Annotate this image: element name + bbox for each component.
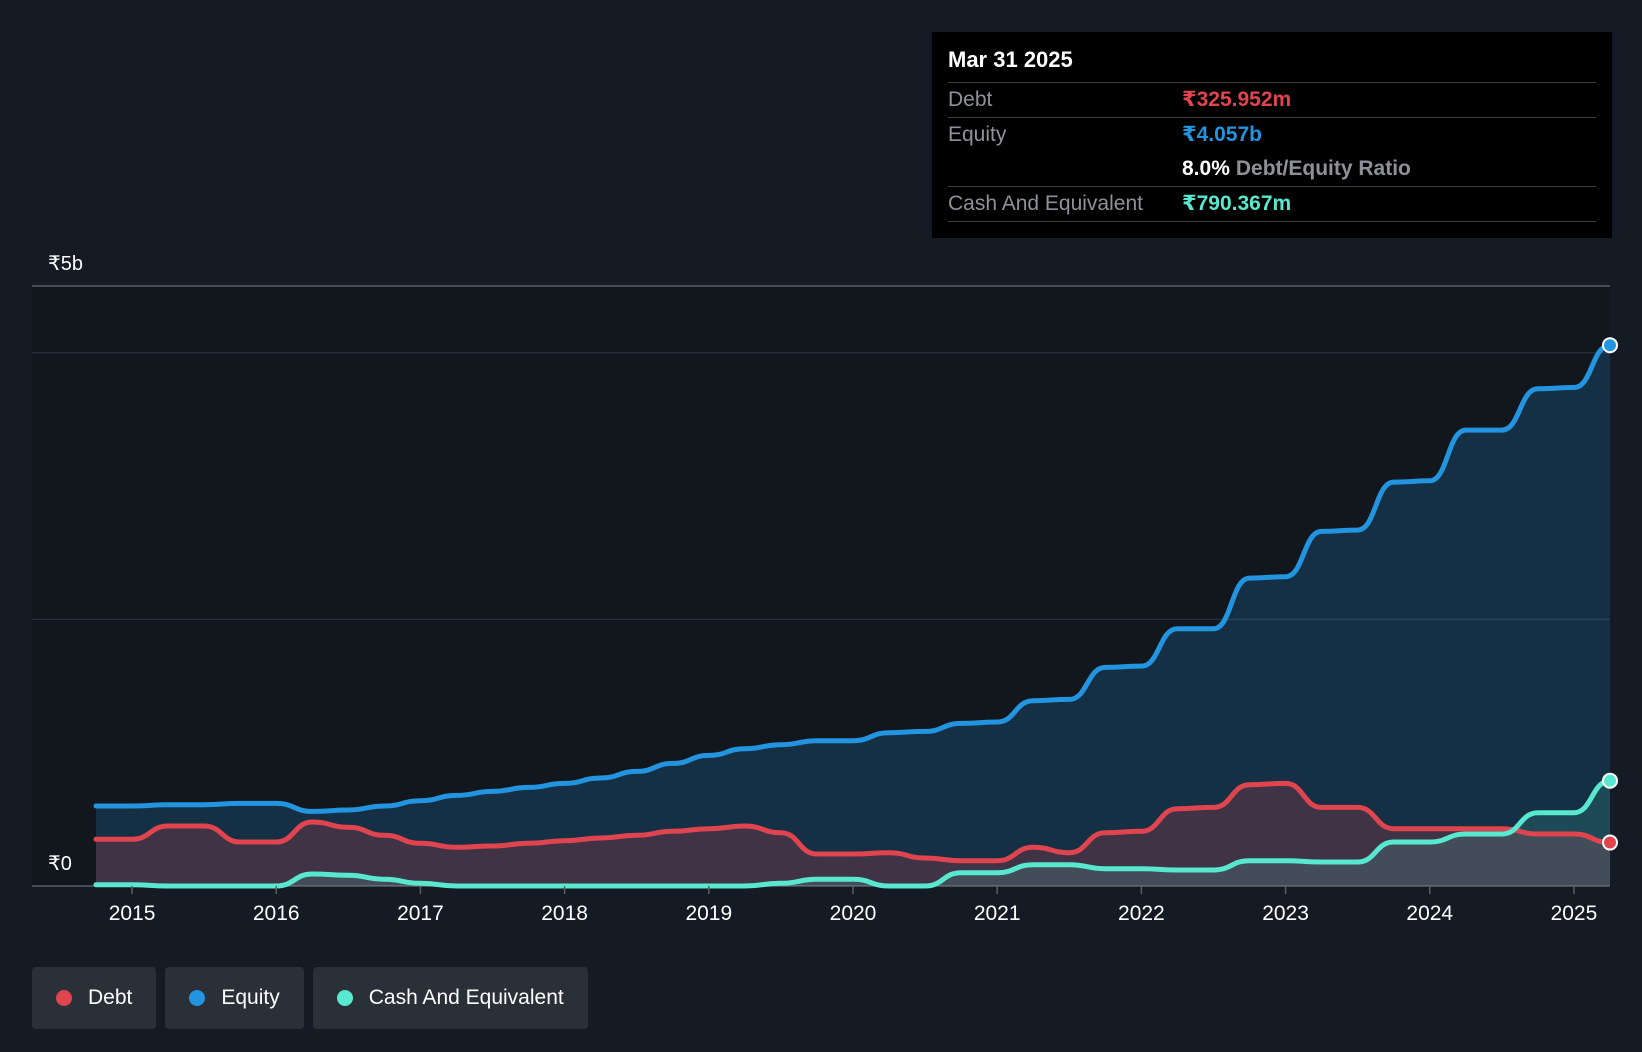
tooltip-ratio-row: 8.0% Debt/Equity Ratio bbox=[948, 152, 1596, 187]
legend-label-cash: Cash And Equivalent bbox=[368, 986, 564, 1009]
tooltip-ratio-value: 8.0% bbox=[1182, 157, 1230, 180]
x-tick-label-2022: 2022 bbox=[1118, 902, 1165, 925]
debt-line bbox=[93, 780, 1613, 864]
debt-dot-icon bbox=[56, 990, 72, 1006]
plot-background bbox=[32, 286, 1610, 886]
legend-item-debt[interactable]: Debt bbox=[32, 967, 157, 1029]
equity-endpoint bbox=[1602, 337, 1618, 354]
tooltip-debt-row: Debt ₹325.952m bbox=[948, 83, 1596, 118]
x-tick-label-2016: 2016 bbox=[253, 902, 300, 925]
tooltip-debt-label: Debt bbox=[948, 88, 993, 111]
cash-line bbox=[93, 778, 1613, 889]
x-tick-label-2015: 2015 bbox=[109, 902, 156, 925]
debt-area bbox=[96, 783, 1610, 886]
legend-item-cash[interactable]: Cash And Equivalent bbox=[312, 967, 588, 1029]
tooltip-debt-value: ₹325.952m bbox=[1182, 88, 1292, 111]
x-tick-label-2024: 2024 bbox=[1406, 902, 1453, 925]
x-tick-label-2018: 2018 bbox=[541, 902, 588, 925]
y-axis-top-label: ₹5b bbox=[48, 253, 83, 275]
x-tick-label-2017: 2017 bbox=[397, 902, 444, 925]
equity-area bbox=[96, 345, 1610, 886]
tooltip: Mar 31 2025 Debt ₹325.952m Equity ₹4.057… bbox=[932, 32, 1612, 238]
tooltip-cash-value: ₹790.367m bbox=[1182, 192, 1292, 215]
equity-line bbox=[93, 342, 1613, 814]
tooltip-date: Mar 31 2025 bbox=[948, 46, 1596, 83]
legend: Debt Equity Cash And Equivalent bbox=[32, 967, 588, 1029]
cash-area bbox=[96, 780, 1610, 886]
cash-endpoint bbox=[1602, 772, 1618, 789]
cash-dot-icon bbox=[336, 990, 353, 1006]
x-tick-label-2023: 2023 bbox=[1262, 902, 1309, 925]
legend-label-equity: Equity bbox=[221, 986, 280, 1009]
legend-label-debt: Debt bbox=[88, 986, 133, 1009]
x-tick-label-2019: 2019 bbox=[685, 902, 732, 925]
y-axis-zero-label: ₹0 bbox=[48, 853, 72, 875]
legend-item-equity[interactable]: Equity bbox=[165, 967, 304, 1029]
x-tick-label-2021: 2021 bbox=[974, 902, 1021, 925]
debt-endpoint bbox=[1602, 834, 1618, 851]
tooltip-cash-label: Cash And Equivalent bbox=[948, 192, 1143, 215]
x-tick-label-2020: 2020 bbox=[830, 902, 877, 925]
tooltip-cash-row: Cash And Equivalent ₹790.367m bbox=[948, 187, 1596, 222]
tooltip-equity-label: Equity bbox=[948, 123, 1007, 146]
tooltip-ratio-label: Debt/Equity Ratio bbox=[1235, 157, 1411, 180]
x-tick-label-2025: 2025 bbox=[1551, 902, 1598, 925]
tooltip-equity-row: Equity ₹4.057b bbox=[948, 118, 1596, 152]
equity-dot-icon bbox=[189, 990, 206, 1006]
tooltip-equity-value: ₹4.057b bbox=[1182, 123, 1262, 146]
